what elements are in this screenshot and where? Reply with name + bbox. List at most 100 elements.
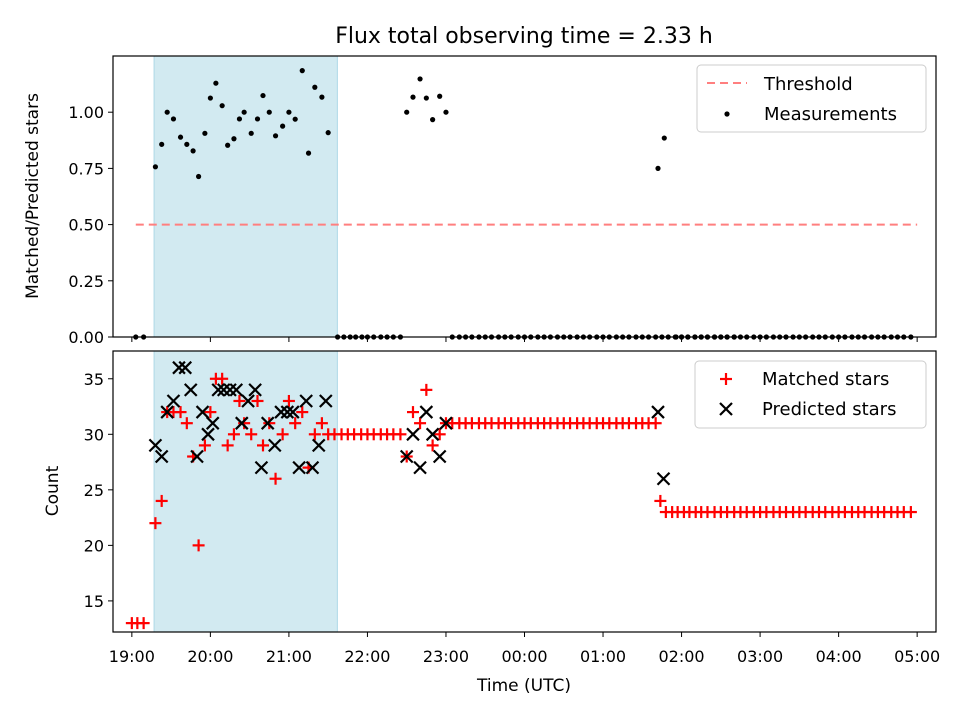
measurement-point xyxy=(286,109,292,115)
matched-star-point xyxy=(256,439,269,452)
measurement-point xyxy=(184,141,190,147)
matched-star-point xyxy=(238,417,251,430)
predicted-star-point xyxy=(319,394,333,408)
y-tick-label: 0.50 xyxy=(68,216,104,235)
predicted-star-point xyxy=(432,449,447,464)
predicted-star-point xyxy=(241,394,255,408)
x-axis-label: Time (UTC) xyxy=(476,676,571,696)
y-tick-label: 20 xyxy=(84,536,104,555)
measurement-point xyxy=(241,109,247,115)
y-tick-label: 1.00 xyxy=(68,103,104,122)
top-y-ticks: 0.00 0.25 0.50 0.75 1.00 xyxy=(68,103,113,347)
predicted-star-point xyxy=(280,405,295,419)
predicted-star-point xyxy=(399,449,414,464)
x-tick-label: 03:00 xyxy=(737,647,783,666)
measurement-point xyxy=(299,68,305,74)
y-tick-label: 0.00 xyxy=(68,328,104,347)
bottom-y-ticks: 15 20 25 30 35 xyxy=(84,370,113,611)
measurement-point xyxy=(248,130,254,136)
y-tick-label: 30 xyxy=(84,425,104,444)
measurement-point xyxy=(319,94,325,100)
matched-star-point xyxy=(289,417,302,430)
matched-star-point xyxy=(654,494,667,507)
predicted-star-point xyxy=(229,383,244,397)
predicted-star-point xyxy=(413,460,427,475)
predicted-star-point xyxy=(299,394,313,408)
measurement-point xyxy=(190,148,196,154)
matched-star-point xyxy=(192,539,205,552)
matched-star-point xyxy=(420,383,433,396)
chart-title: Flux total observing time = 2.33 h xyxy=(335,24,713,49)
x-tick-label: 00:00 xyxy=(501,647,547,666)
bottom-y-axis-label: Count xyxy=(43,465,63,516)
bottom-panel: 15 20 25 30 35 19:00 20:00 21:00 22:00 23:00 00:0… xyxy=(43,350,940,696)
matched-star-point xyxy=(233,394,246,407)
measurement-point xyxy=(177,134,184,140)
matched-star-point xyxy=(649,417,662,430)
matched-star-point xyxy=(221,439,234,452)
measurement-point xyxy=(404,109,410,115)
predicted-star-point xyxy=(154,449,169,464)
measurement-point xyxy=(195,173,202,180)
measurement-point xyxy=(207,95,213,101)
predicted-star-point xyxy=(267,438,282,453)
measurement-point xyxy=(266,109,272,115)
predicted-star-point xyxy=(305,460,320,475)
y-tick-label: 15 xyxy=(84,592,104,611)
top-legend-box xyxy=(696,64,927,133)
matched-star-point xyxy=(414,417,427,430)
measurement-point xyxy=(280,123,286,129)
predicted-star-point xyxy=(223,383,237,397)
matched-star-point xyxy=(204,406,217,419)
matched-star-point xyxy=(276,428,289,441)
x-tick-label: 01:00 xyxy=(580,647,626,666)
bottom-shaded-region xyxy=(153,350,338,633)
measurement-point xyxy=(170,116,177,122)
predicted-star-point xyxy=(178,360,193,375)
bottom-x-ticks: 19:00 20:00 21:00 22:00 23:00 00:00 01:00 02:00… xyxy=(109,632,940,666)
matched-star-point xyxy=(216,372,229,385)
measurement-point xyxy=(272,133,279,139)
matched-star-point xyxy=(904,506,917,519)
predicted-star-point xyxy=(406,427,420,442)
measurement-point xyxy=(312,84,318,90)
predicted-star-point xyxy=(254,460,269,475)
bottom-legend-box xyxy=(694,360,927,429)
x-tick-label: 21:00 xyxy=(266,647,312,666)
measurement-point xyxy=(159,141,165,147)
predicted-star-point xyxy=(286,405,300,419)
matched-star-point xyxy=(269,472,282,485)
matched-star-point xyxy=(137,617,150,630)
predicted-star-point xyxy=(292,460,306,475)
measurement-point xyxy=(443,109,449,115)
predicted-star-point xyxy=(656,471,671,486)
matched-star-point xyxy=(227,428,240,441)
predicted-star-point xyxy=(235,416,249,430)
bottom-plot-frame xyxy=(112,350,937,633)
legend-predicted-swatch xyxy=(719,402,733,416)
predicted-star-point xyxy=(183,383,198,397)
matched-star-point xyxy=(426,439,439,452)
x-tick-label: 20:00 xyxy=(187,647,233,666)
legend-matched-swatch xyxy=(720,373,732,385)
predicted-star-point xyxy=(651,405,665,419)
matched-star-point xyxy=(296,406,309,419)
top-shaded-region xyxy=(153,55,338,338)
measurement-point xyxy=(410,94,416,100)
count-points xyxy=(125,360,917,630)
x-tick-label: 05:00 xyxy=(894,647,940,666)
measurement-point xyxy=(655,165,661,171)
predicted-star-point xyxy=(201,427,215,442)
measurement-point xyxy=(423,95,429,101)
measurement-point xyxy=(430,117,436,123)
predicted-star-point xyxy=(166,394,181,408)
legend-matched-label: Matched stars xyxy=(762,369,889,390)
measurement-point xyxy=(236,116,243,122)
y-tick-label: 35 xyxy=(84,370,104,389)
x-tick-label: 19:00 xyxy=(109,647,155,666)
measurement-point xyxy=(254,116,261,122)
matched-star-point xyxy=(149,517,162,530)
measurement-point xyxy=(231,136,237,142)
legend-measurements-label: Measurements xyxy=(764,104,897,125)
